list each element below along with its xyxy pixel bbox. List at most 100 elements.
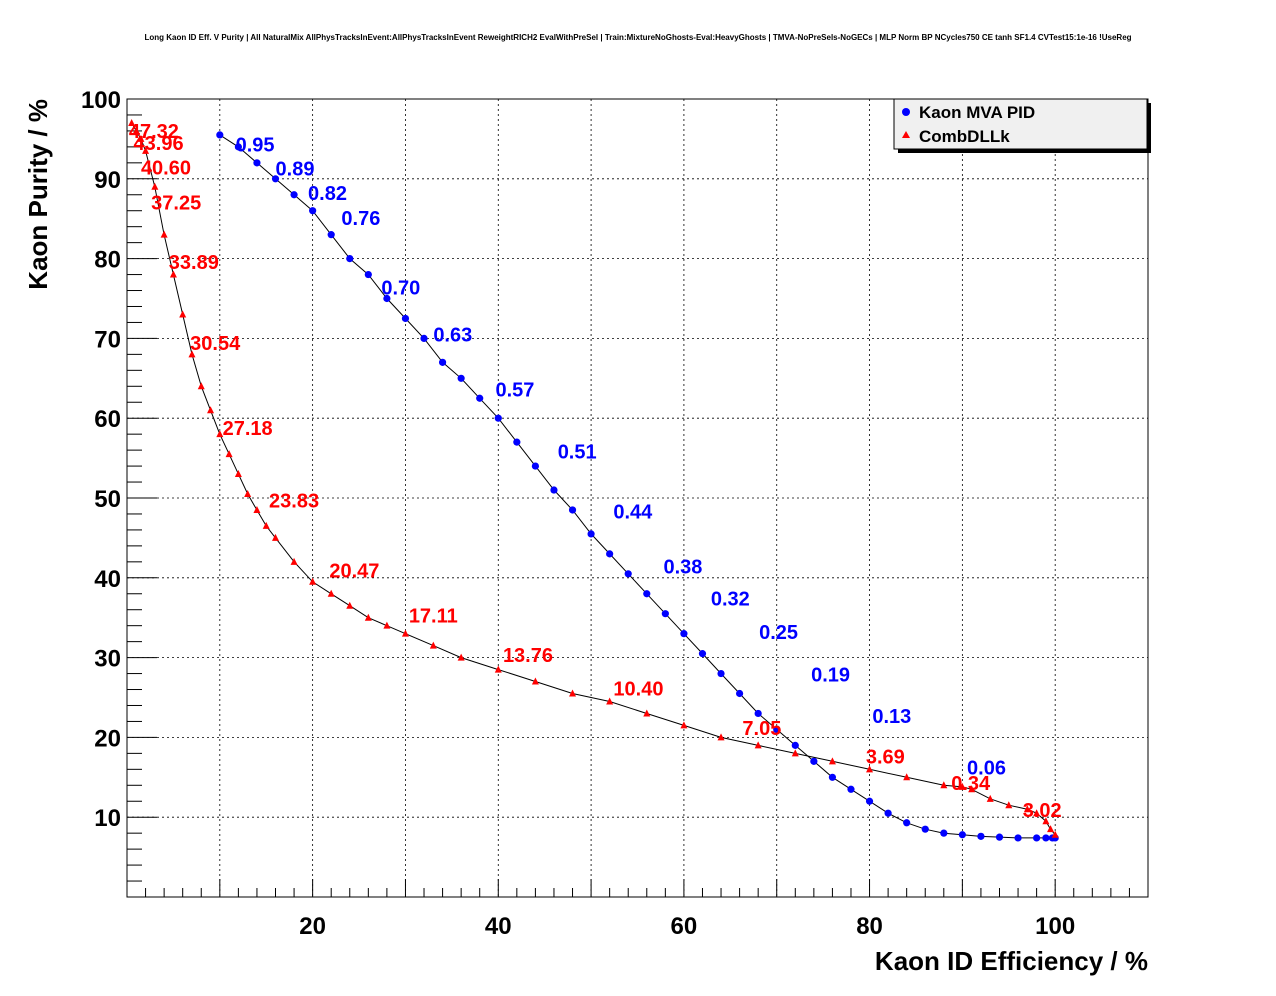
data-point-combdllk [1051,830,1059,838]
grid [127,99,1148,897]
data-point-combdllk [272,533,280,541]
data-point-kaon-mva-pid [754,709,762,718]
x-tick-label: 60 [671,913,698,940]
data-point-kaon-mva-pid [940,829,948,837]
data-point-combdllk [188,350,196,358]
data-point-combdllk [346,601,354,609]
data-point-kaon-mva-pid [253,159,261,167]
y-tick-label: 30 [94,646,121,673]
data-point-combdllk [244,490,252,498]
x-tick-label: 80 [856,913,883,940]
data-point-combdllk [958,782,966,790]
point-label-combdllk: 37.25 [151,193,201,215]
y-tick-label: 90 [94,167,121,194]
data-point-combdllk [179,310,187,318]
data-point-combdllk [197,382,205,390]
y-tick-label: 10 [94,805,121,832]
legend-label-dllk: CombDLLk [919,127,1010,146]
data-point-combdllk [1047,825,1055,833]
data-point-kaon-mva-pid [476,394,484,402]
data-point-kaon-mva-pid [810,757,818,765]
point-label-kaon-mva-pid: 0.82 [308,183,347,205]
data-point-kaon-mva-pid [847,785,855,793]
data-point-combdllk [142,146,150,154]
data-point-kaon-mva-pid [921,825,929,833]
data-point-kaon-mva-pid [271,175,280,183]
y-axis-label: Kaon Purity / % [23,99,53,290]
series-layer [128,118,1059,842]
data-point-kaon-mva-pid [865,797,874,805]
data-point-kaon-mva-pid [216,131,224,139]
point-label-kaon-mva-pid: 0.19 [811,664,850,686]
point-label-combdllk: 33.89 [169,252,219,274]
data-point-combdllk [1023,805,1031,813]
data-point-combdllk [290,557,298,565]
point-label-kaon-mva-pid: 0.06 [967,758,1006,780]
data-point-kaon-mva-pid [828,773,837,781]
data-point-combdllk [132,126,140,134]
data-point-combdllk [262,521,270,529]
point-label-combdllk: 30.54 [190,333,241,355]
data-point-kaon-mva-pid [364,270,372,279]
y-tick-label: 60 [94,406,121,433]
data-point-combdllk [207,406,215,414]
data-point-combdllk [234,470,242,478]
x-tick-label: 100 [1035,913,1075,940]
point-label-combdllk: 10.40 [613,679,663,701]
data-point-kaon-mva-pid [327,231,335,239]
data-point-combdllk [754,741,762,749]
data-point-combdllk [160,230,168,238]
x-tick-label: 20 [299,913,326,940]
data-point-combdllk [828,757,836,765]
data-point-kaon-mva-pid [717,669,725,678]
point-label-kaon-mva-pid: 0.44 [613,502,653,524]
data-point-kaon-mva-pid [420,334,428,342]
data-point-combdllk [364,613,372,621]
data-point-combdllk [1042,817,1050,825]
data-point-kaon-mva-pid [401,314,410,323]
data-point-combdllk [940,781,948,789]
y-tick-label: 70 [94,326,121,353]
data-point-kaon-mva-pid [1042,834,1050,842]
data-point-combdllk [457,653,465,661]
point-label-combdllk: 13.76 [503,645,553,667]
point-label-combdllk: 40.60 [141,158,191,180]
data-point-kaon-mva-pid [698,650,707,658]
data-point-kaon-mva-pid [1033,834,1041,842]
data-point-kaon-mva-pid [346,255,354,263]
data-point-combdllk [643,709,651,717]
data-point-combdllk [327,589,335,597]
point-labels: 0.950.89 0.82 0.76 0.70 0.63 0.57 0.51 0.44 0.38… [129,121,1062,822]
data-point-combdllk [866,765,874,773]
data-point-kaon-mva-pid [606,550,614,558]
data-point-combdllk [968,785,976,793]
data-point-kaon-mva-pid [736,689,744,698]
point-label-combdllk: 17.11 [409,605,458,627]
data-point-combdllk [216,430,224,438]
series-combdllk [128,118,1059,838]
point-label-kaon-mva-pid: 0.57 [496,379,535,401]
data-point-kaon-mva-pid [234,143,242,151]
data-point-kaon-mva-pid [791,741,799,749]
data-point-kaon-mva-pid [977,832,985,840]
data-point-combdllk [225,450,233,458]
data-point-kaon-mva-pid [587,530,595,538]
data-point-combdllk [986,794,994,802]
data-point-combdllk [1005,801,1013,809]
data-point-kaon-mva-pid [290,191,298,199]
x-axis-label: Kaon ID Efficiency / % [875,946,1148,976]
data-point-combdllk [151,182,159,190]
data-point-combdllk [401,629,409,637]
point-label-kaon-mva-pid: 0.38 [664,557,703,579]
point-label-kaon-mva-pid: 0.51 [558,442,597,464]
data-point-combdllk [1033,809,1041,817]
data-point-kaon-mva-pid [309,207,317,215]
series-kaon-mva-pid [216,131,1059,842]
data-point-combdllk [531,677,539,685]
data-point-combdllk [680,721,688,729]
data-point-kaon-mva-pid [624,570,632,578]
data-point-kaon-mva-pid [773,725,781,734]
legend-box [893,98,1148,150]
data-point-combdllk [494,665,502,673]
data-point-kaon-mva-pid [680,630,688,638]
